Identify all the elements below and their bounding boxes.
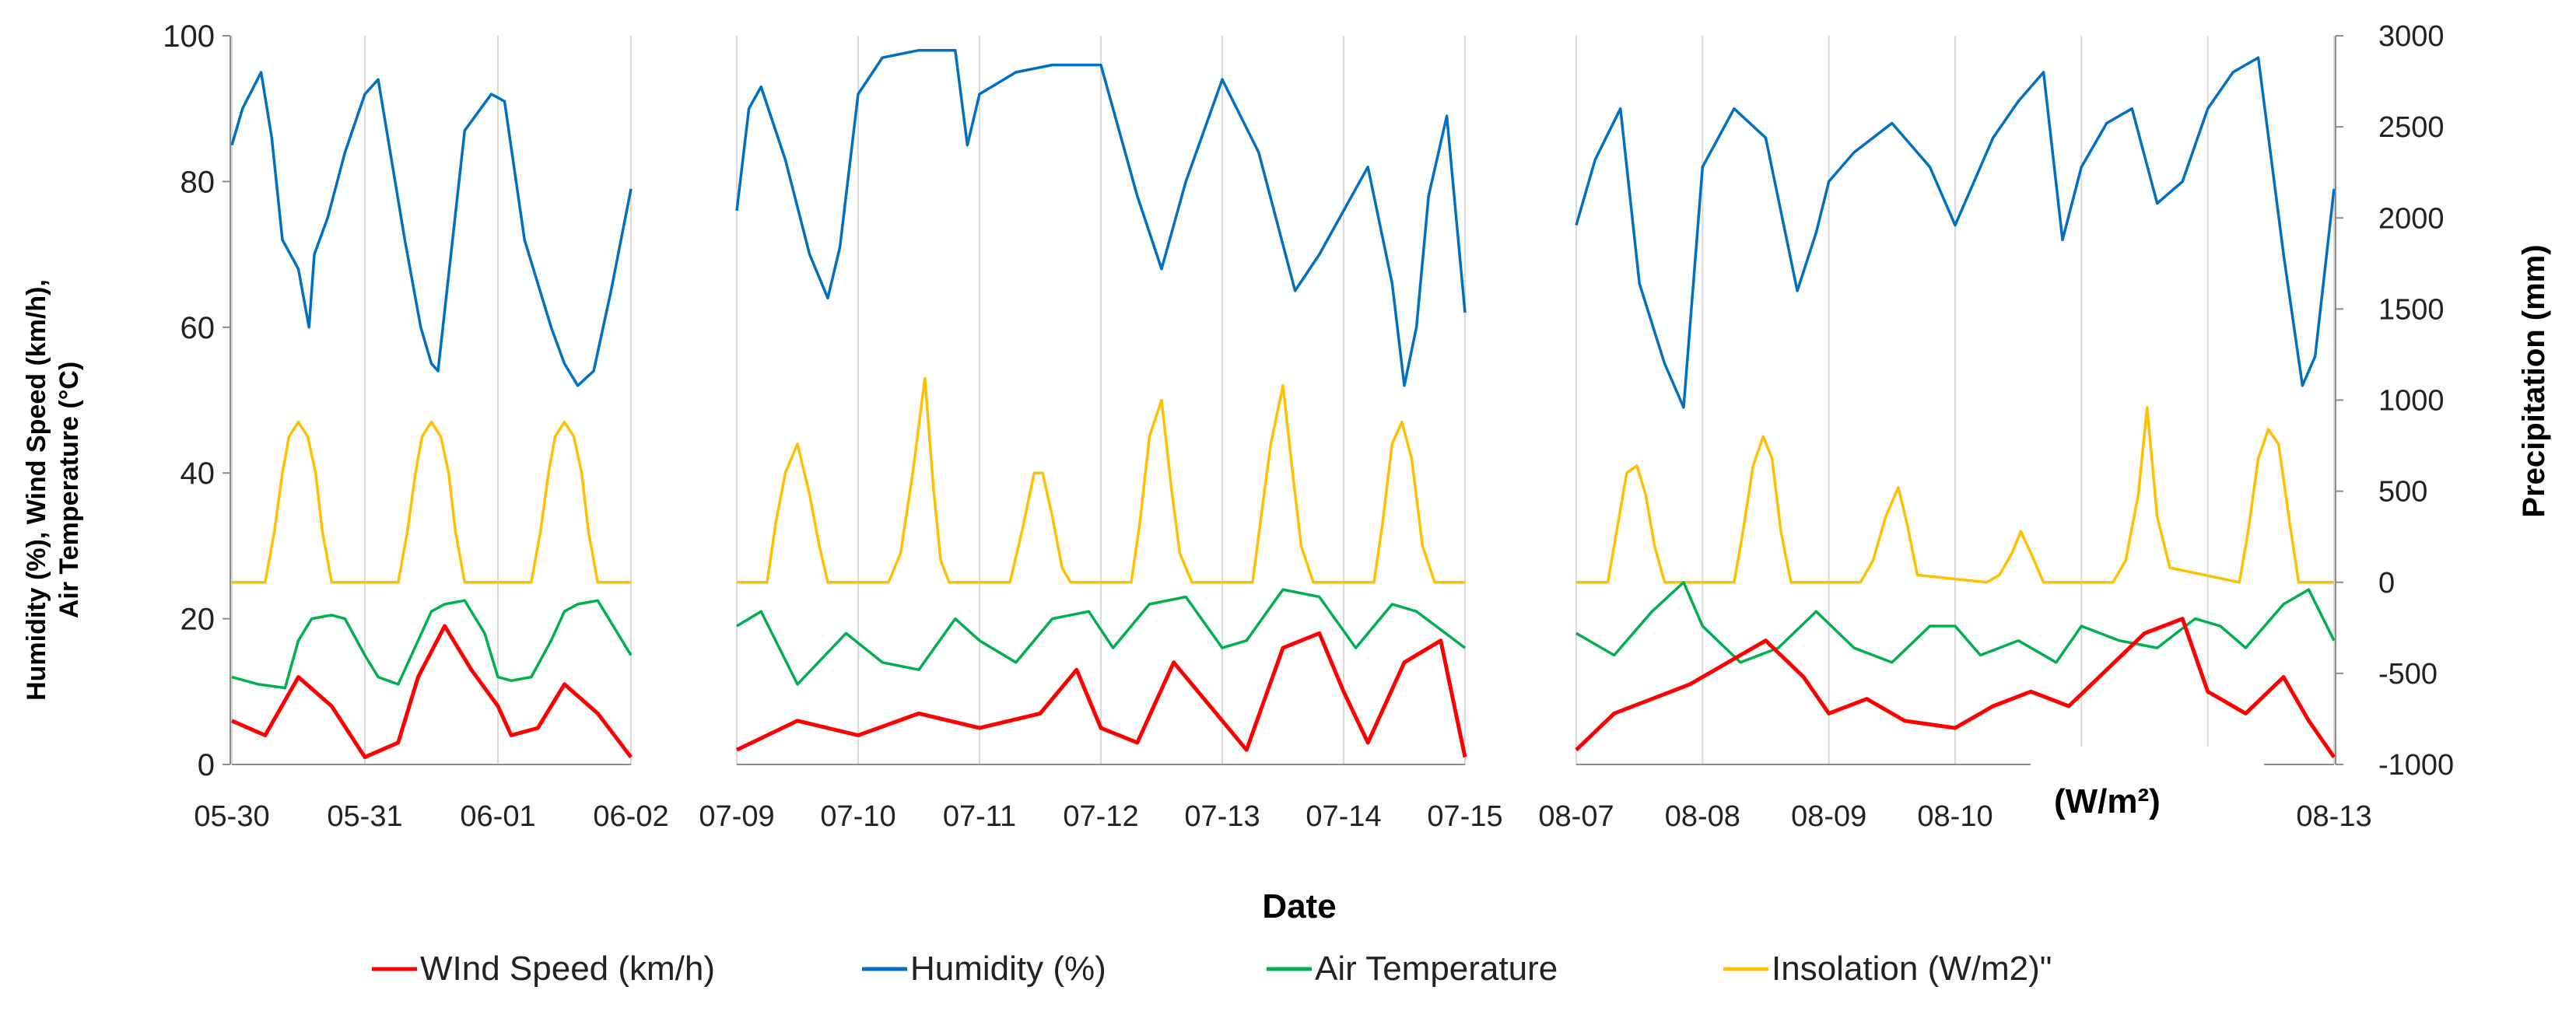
x-tick-label: 07-13 (1184, 800, 1260, 833)
temperature-series-line-panel-3 (1575, 581, 2336, 664)
humidity-series-line-panel-3 (1575, 56, 2336, 409)
y-left-tick-label: 20 (180, 603, 216, 637)
x-axis-title: Date (1262, 887, 1336, 925)
y-axis-left-title-line-2: Air Temperature (°C) (54, 362, 84, 618)
x-tick-label: 07-09 (699, 800, 774, 833)
overlay-layer: (W/m²) (2031, 747, 2264, 840)
y-left-tick-label: 0 (198, 748, 215, 782)
y-right-tick-label: 3000 (2378, 20, 2445, 53)
x-tick-label: 05-31 (327, 800, 402, 833)
insolation-series-line-panel-2 (737, 376, 1465, 584)
temperature-series-line-panel-2 (736, 588, 1467, 686)
temperature-series-line-panel-1 (231, 599, 633, 690)
legend-label-temperature: Air Temperature (1315, 950, 1558, 988)
legend-label-insolation: Insolation (W/m2)" (1772, 950, 2052, 988)
x-tick-label: 08-10 (1917, 800, 1992, 833)
x-tick-label: 07-10 (820, 800, 895, 833)
overlay-unit-text: (W/m²) (2054, 782, 2161, 820)
y-axis-left-title-line-1: Humidity (%), Wind Speed (km/h), (22, 279, 51, 701)
x-tick-label: 05-30 (194, 800, 269, 833)
series-layer (230, 48, 2336, 760)
grid-layer (231, 36, 2335, 764)
x-tick-label: 06-02 (593, 800, 668, 833)
legend-label-wind: WInd Speed (km/h) (420, 950, 715, 988)
y-right-tick-label: 500 (2378, 476, 2427, 509)
x-tick-label: 07-12 (1063, 800, 1138, 833)
wind-series-line-panel-3 (1575, 617, 2336, 759)
x-tick-label: 08-13 (2296, 800, 2371, 833)
y-left-tick-label: 80 (180, 165, 216, 199)
y-left-tick-label: 60 (180, 311, 216, 345)
y-right-tick-label: 2000 (2378, 202, 2445, 235)
y-right-tick-label: 2500 (2378, 111, 2445, 144)
wind-series-line-panel-1 (230, 624, 633, 760)
overlay-patch (2031, 747, 2264, 840)
y-left-tick-label: 40 (180, 457, 216, 491)
legend-label-humidity: Humidity (%) (910, 950, 1106, 988)
insolation-series-line-panel-1 (232, 420, 631, 584)
x-tick-label: 08-09 (1791, 800, 1866, 833)
y-right-tick-label: -1000 (2378, 749, 2454, 782)
humidity-series-line-panel-2 (735, 48, 1467, 387)
legend: WInd Speed (km/h) Humidity (%) Air Tempera… (372, 950, 2052, 988)
x-tick-label: 08-07 (1538, 800, 1614, 833)
y-right-tick-label: 1000 (2378, 385, 2445, 418)
humidity-series-line-panel-1 (230, 71, 633, 387)
y-right-tick-label: 1500 (2378, 293, 2445, 326)
y-right-tick-label: 0 (2378, 567, 2395, 600)
y-right-tick-label: -500 (2378, 658, 2438, 691)
wind-series-line-panel-2 (735, 631, 1467, 758)
x-tick-label: 07-15 (1427, 800, 1502, 833)
x-tick-label: 07-11 (943, 800, 1016, 833)
y-axis-right-title: Precipitation (mm) (2517, 244, 2551, 517)
x-tick-label: 06-01 (460, 800, 535, 833)
insolation-series-line-panel-3 (1576, 406, 2334, 584)
x-tick-label: 07-14 (1306, 800, 1381, 833)
x-tick-label: 08-08 (1665, 800, 1740, 833)
y-left-tick-label: 100 (163, 19, 215, 54)
